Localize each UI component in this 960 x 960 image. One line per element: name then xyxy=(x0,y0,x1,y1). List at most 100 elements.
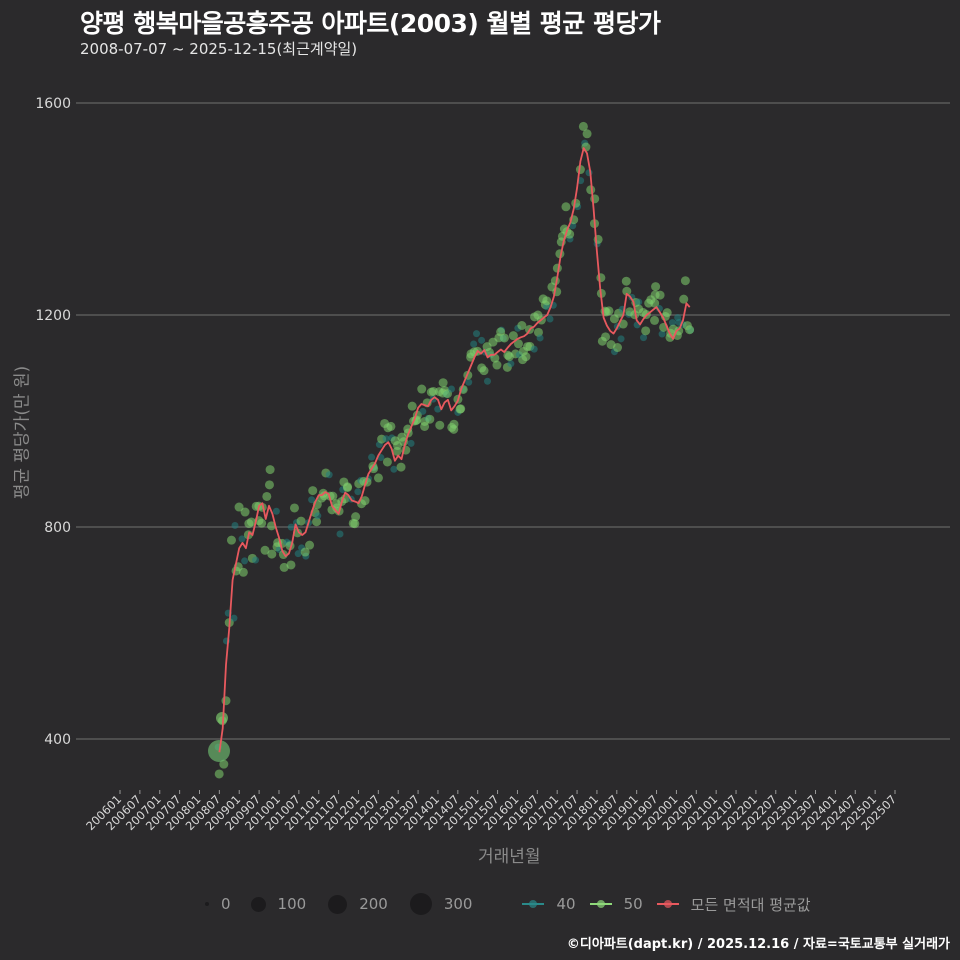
scatter-point-40 xyxy=(530,345,538,353)
scatter-point-50 xyxy=(582,129,592,139)
legend-size-300: 300 xyxy=(409,893,472,915)
scatter-point-40 xyxy=(252,556,260,564)
scatter-point-50 xyxy=(435,420,445,430)
y-tick-label: 400 xyxy=(44,732,71,748)
scatter-point-50 xyxy=(386,421,396,431)
legend-series-50: 50 xyxy=(589,895,643,913)
scatter-point-40 xyxy=(617,335,625,343)
scatter-point-40 xyxy=(354,488,362,496)
scatter-point-50 xyxy=(373,473,383,483)
scatter-point-50 xyxy=(517,321,527,331)
scatter-point-40 xyxy=(382,435,390,443)
scatter-point-50 xyxy=(260,545,270,555)
scatter-point-40 xyxy=(434,405,442,413)
scatter-point-50 xyxy=(382,457,392,467)
scatter-point-50 xyxy=(286,560,296,570)
scatter-point-50 xyxy=(490,353,500,363)
scatter-point-50 xyxy=(479,366,489,376)
scatter-point-40 xyxy=(635,298,643,306)
scatter-point-50 xyxy=(492,360,502,370)
scatter-point-50 xyxy=(508,331,518,341)
scatter-point-40 xyxy=(470,340,478,348)
scatter-point-40 xyxy=(231,521,239,529)
scatter-point-40 xyxy=(238,535,246,543)
scatter-point-50 xyxy=(674,326,684,336)
scatter-point-40 xyxy=(536,334,544,342)
scatter-point-40 xyxy=(368,453,376,461)
scatter-point-40 xyxy=(507,360,515,368)
scatter-point-50 xyxy=(246,517,256,527)
scatter-point-40 xyxy=(473,330,481,338)
scatter-point-50 xyxy=(596,273,606,283)
scatter-point-50 xyxy=(266,521,276,531)
y-tick-label: 1600 xyxy=(35,96,71,112)
scatter-point-40 xyxy=(447,385,455,393)
scatter-point-50 xyxy=(513,339,523,349)
y-tick-label: 800 xyxy=(44,520,71,536)
scatter-point-50 xyxy=(221,696,231,706)
scatter-point-50 xyxy=(685,325,695,335)
scatter-point-40 xyxy=(465,378,473,386)
scatter-point-50 xyxy=(641,326,651,336)
y-axis-label: 평균 평당가(만 원) xyxy=(12,365,33,500)
scatter-point-50 xyxy=(351,512,361,522)
scatter-point-40 xyxy=(640,334,648,342)
legend-size-100: 100 xyxy=(250,895,306,913)
scatter-point-40 xyxy=(390,465,398,473)
legend-series-40: 40 xyxy=(522,895,576,913)
scatter-point-50 xyxy=(219,759,229,769)
scatter-point-50 xyxy=(449,419,459,429)
legend: 0 100 200 300 40 50 모든 면적대 평균값 xyxy=(205,893,825,915)
scatter-point-50 xyxy=(578,121,588,131)
scatter-point-50 xyxy=(499,333,509,343)
source-footer: ©디아파트(dapt.kr) / 2025.12.16 / 자료=국토교통부 실… xyxy=(566,937,950,952)
scatter-point-40 xyxy=(230,614,238,622)
scatter-point-40 xyxy=(294,550,302,558)
scatter-point-50 xyxy=(601,332,611,342)
scatter-point-50 xyxy=(651,282,661,292)
scatter-point-40 xyxy=(308,496,316,504)
scatter-point-50 xyxy=(226,535,236,545)
scatter-point-50 xyxy=(308,486,318,496)
scatter-point-50 xyxy=(262,491,272,501)
scatter-point-50 xyxy=(542,296,552,306)
scatter-point-40 xyxy=(407,439,415,447)
scatter-point-50 xyxy=(300,547,310,557)
chart-title: 양평 행복마을공흥주공 아파트(2003) 월별 평균 평당가 xyxy=(80,9,661,38)
scatter-point-50 xyxy=(238,567,248,577)
x-axis-label: 거래년월 xyxy=(478,847,541,867)
scatter-point-50 xyxy=(279,562,289,572)
scatter-point-50 xyxy=(417,384,427,394)
legend-series-avg: 모든 면적대 평균값 xyxy=(656,894,811,915)
scatter-point-50 xyxy=(622,286,632,296)
scatter-point-50 xyxy=(305,540,315,550)
scatter-point-40 xyxy=(668,319,676,327)
scatter-point-50 xyxy=(296,516,306,526)
scatter-point-50 xyxy=(360,496,370,506)
scatter-point-50 xyxy=(665,332,675,342)
scatter-point-40 xyxy=(272,507,280,515)
scatter-point-50 xyxy=(265,465,275,475)
scatter-point-40 xyxy=(478,336,486,344)
scatter-point-50 xyxy=(455,404,465,414)
chart-subtitle: 2008-07-07 ~ 2025-12-15(최근계약일) xyxy=(80,40,358,58)
legend-size-0: 0 xyxy=(205,895,231,913)
scatter-point-50 xyxy=(350,519,360,529)
scatter-point-50 xyxy=(392,446,402,456)
scatter-point-50 xyxy=(604,306,614,316)
scatter-point-50 xyxy=(264,480,274,490)
scatter-point-50 xyxy=(289,503,299,513)
scatter-point-50 xyxy=(679,294,689,304)
y-tick-label: 1200 xyxy=(35,308,71,324)
scatter-point-40 xyxy=(241,557,249,565)
scatter-point-50 xyxy=(438,378,448,388)
scatter-point-50 xyxy=(621,276,631,286)
scatter-point-40 xyxy=(336,530,344,538)
scatter-point-50 xyxy=(680,276,690,286)
scatter-point-50 xyxy=(650,298,660,308)
scatter-point-40 xyxy=(314,512,322,520)
scatter-point-50 xyxy=(312,517,322,527)
scatter-point-40 xyxy=(658,330,666,338)
average-line xyxy=(218,147,691,753)
scatter-point-50 xyxy=(240,507,250,517)
